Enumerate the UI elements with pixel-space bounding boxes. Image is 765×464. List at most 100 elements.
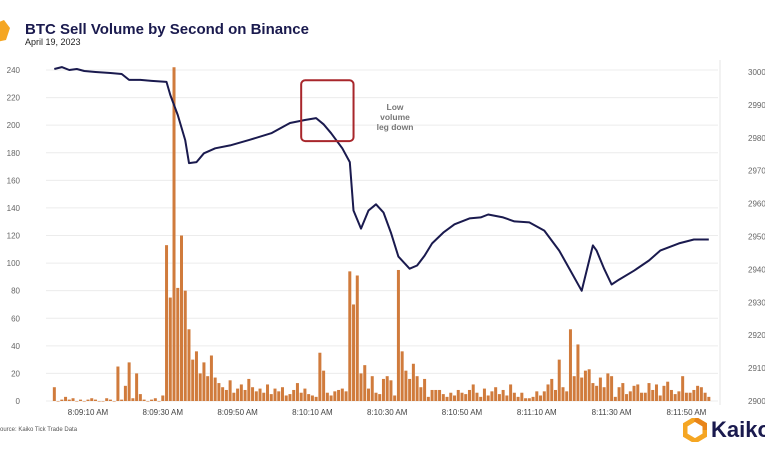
volume-bar	[535, 391, 539, 401]
volume-bar	[591, 383, 595, 401]
x-axis-tick-label: 8:10:50 AM	[442, 408, 483, 417]
left-axis-tick-label: 220	[7, 94, 21, 103]
volume-bar	[355, 275, 359, 401]
left-axis-tick-label: 160	[7, 176, 21, 185]
volume-bar	[228, 380, 232, 401]
volume-bar	[90, 398, 94, 401]
annotation-line-3: leg down	[377, 122, 414, 132]
volume-bar	[494, 387, 498, 401]
volume-bar	[673, 394, 677, 401]
volume-bar	[651, 389, 655, 401]
volume-bar	[572, 376, 576, 401]
volume-bar	[546, 384, 550, 401]
volume-bar	[247, 378, 251, 401]
volume-bar	[666, 381, 670, 401]
volume-bar	[153, 398, 157, 401]
volume-bar	[135, 373, 139, 401]
left-axis-tick-label: 100	[7, 259, 21, 268]
volume-bar	[325, 392, 329, 401]
right-axis-tick-label: 29400	[748, 265, 765, 274]
x-axis-tick-label: 8:09:50 AM	[217, 408, 258, 417]
volume-bar	[150, 399, 154, 401]
volume-bar	[344, 391, 348, 401]
volume-bar	[583, 370, 587, 401]
volume-bar	[333, 391, 337, 401]
volume-bar	[565, 391, 569, 401]
volume-bar	[610, 376, 614, 401]
volume-bars	[52, 67, 711, 402]
volume-bar	[292, 389, 296, 401]
volume-bar	[527, 398, 531, 401]
left-axis-tick-label: 120	[7, 232, 21, 241]
volume-bar	[602, 387, 606, 401]
volume-bar	[423, 378, 427, 401]
x-axis-tick-label: 8:10:30 AM	[367, 408, 408, 417]
volume-bar	[430, 389, 434, 401]
volume-bar	[561, 387, 565, 401]
volume-bar	[340, 388, 344, 401]
volume-bar	[404, 370, 408, 401]
volume-bar	[434, 389, 438, 401]
volume-bar	[202, 362, 206, 401]
annotation-box	[300, 79, 355, 143]
source-note: ource: Kaiko Tick Trade Data	[0, 427, 78, 433]
volume-bar	[273, 388, 277, 401]
volume-bar	[654, 384, 658, 401]
volume-bar	[168, 297, 172, 401]
volume-bar	[194, 351, 198, 401]
volume-bar	[456, 389, 460, 401]
volume-bar	[93, 399, 97, 401]
volume-bar	[460, 392, 464, 401]
right-axis-ticks: 29000 29100 29200 29300 29400 29500 29600 29700…	[748, 68, 765, 406]
volume-bar	[284, 395, 288, 401]
volume-bar	[101, 401, 105, 402]
volume-bar	[363, 365, 367, 401]
volume-bar	[314, 396, 318, 401]
volume-bar	[621, 383, 625, 401]
gridlines	[46, 60, 721, 405]
volume-bar	[138, 394, 142, 401]
right-axis-tick-label: 29900	[748, 101, 765, 110]
volume-bar	[221, 387, 225, 401]
volume-bar	[172, 67, 176, 401]
volume-bar	[348, 271, 352, 401]
kaiko-logo: Kaiko	[683, 417, 765, 443]
volume-bar	[524, 398, 528, 401]
left-axis-tick-label: 60	[11, 314, 20, 323]
volume-bar	[441, 394, 445, 401]
volume-bar	[251, 387, 255, 401]
volume-bar	[531, 396, 535, 401]
volume-bar	[209, 355, 213, 401]
volume-bar	[632, 385, 636, 401]
volume-bar	[108, 399, 112, 401]
volume-bar	[187, 329, 191, 401]
volume-bar	[516, 396, 520, 401]
volume-bar	[467, 389, 471, 401]
volume-bar	[86, 399, 90, 401]
volume-bar	[471, 384, 475, 401]
volume-bar	[303, 388, 307, 401]
volume-bar	[64, 396, 68, 401]
volume-bar	[681, 376, 685, 401]
volume-bar	[75, 401, 79, 402]
volume-bar	[269, 394, 273, 401]
left-axis-tick-label: 240	[7, 66, 21, 75]
volume-bar	[310, 395, 314, 401]
x-axis-tick-label: 8:11:10 AM	[517, 408, 557, 417]
volume-bar	[542, 391, 546, 401]
volume-bar	[352, 304, 356, 401]
volume-bar	[52, 387, 56, 401]
chart-subtitle: April 19, 2023	[25, 37, 81, 47]
volume-bar	[505, 395, 509, 401]
volume-bar	[280, 387, 284, 401]
volume-bar	[568, 329, 572, 401]
volume-bar	[449, 392, 453, 401]
volume-bar	[206, 376, 210, 401]
kaiko-hexagon-logo-icon	[683, 418, 707, 442]
volume-bar	[509, 384, 513, 401]
left-axis-tick-label: 80	[11, 287, 20, 296]
volume-bar	[703, 392, 707, 401]
volume-bar	[640, 392, 644, 401]
volume-bar	[677, 391, 681, 401]
volume-bar	[56, 401, 60, 402]
